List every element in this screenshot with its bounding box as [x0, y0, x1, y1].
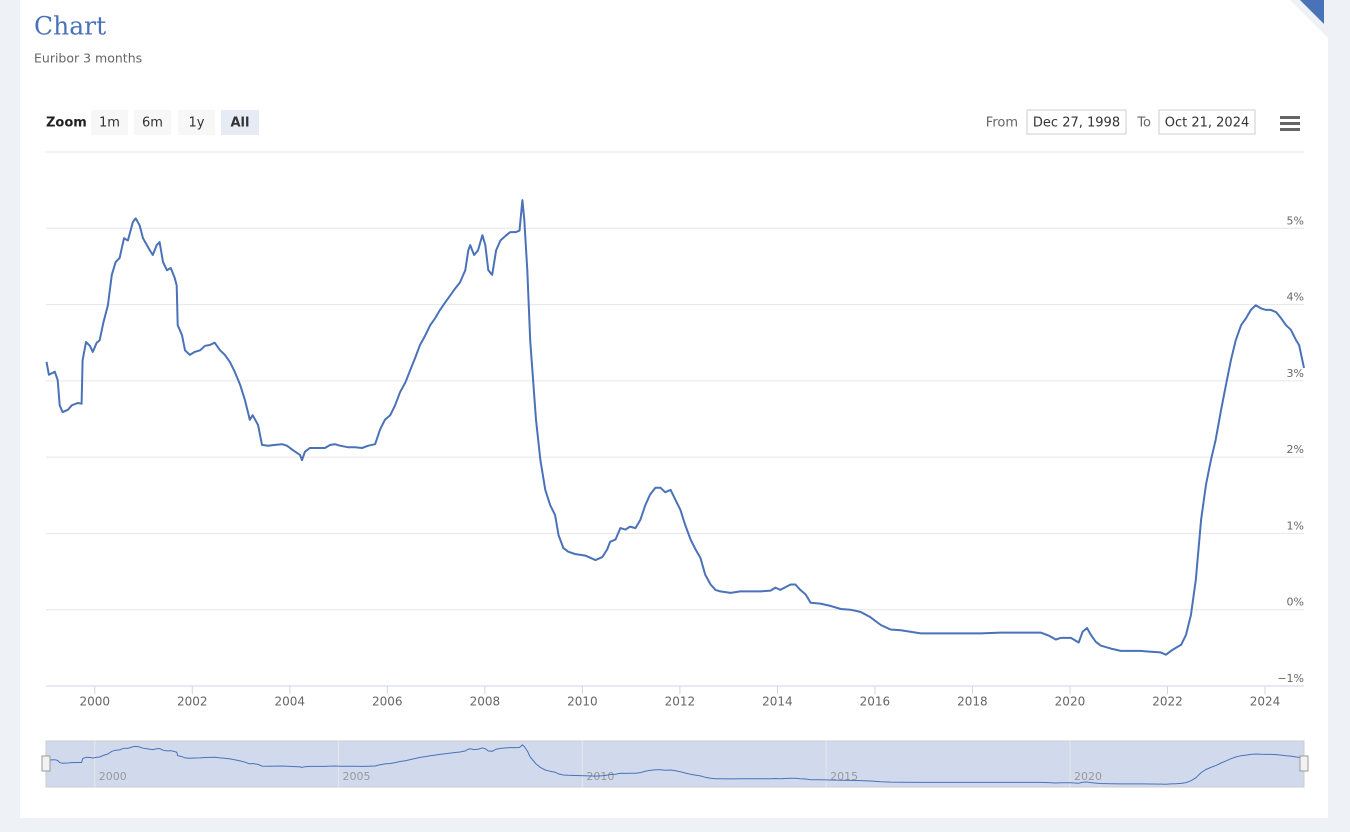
navigator-handle[interactable]	[1299, 755, 1309, 772]
to-label: To	[1136, 116, 1151, 131]
card	[20, 0, 1328, 818]
menu-icon[interactable]	[1280, 116, 1300, 131]
y-tick-label: 0%	[1287, 596, 1304, 609]
x-tick-label: 2016	[860, 695, 891, 709]
series-line	[45, 199, 1305, 656]
x-tick-label: 2020	[1055, 695, 1086, 709]
x-tick-label: 2008	[470, 695, 501, 709]
from-value: Dec 27, 1998	[1033, 116, 1120, 131]
range-button-label: 6m	[142, 116, 163, 131]
range-button-label: 1y	[189, 116, 205, 131]
navigator-tick-label: 2005	[343, 770, 371, 783]
y-tick-label: 4%	[1287, 291, 1304, 304]
chart-title: Chart	[34, 12, 106, 41]
navigator-tick-label: 2015	[830, 770, 858, 783]
navigator-mask	[45, 740, 1305, 788]
x-tick-label: 2014	[762, 695, 793, 709]
navigator-line	[46, 744, 1305, 785]
navigator-tick-label: 2000	[99, 770, 127, 783]
zoom-label: Zoom	[46, 116, 87, 131]
range-button[interactable]	[91, 110, 128, 135]
menu-bar	[1280, 116, 1300, 119]
range-button[interactable]	[221, 110, 259, 135]
y-tick-label: −1%	[1277, 672, 1304, 685]
y-tick-label: 5%	[1287, 214, 1304, 227]
menu-bar	[1280, 128, 1300, 131]
range-button[interactable]	[178, 110, 215, 135]
navigator-tick-label: 2020	[1074, 770, 1102, 783]
menu-bar	[1280, 122, 1300, 125]
from-label: From	[986, 116, 1018, 131]
navigator-handle[interactable]	[41, 755, 51, 772]
range-button-label: All	[231, 116, 250, 131]
x-tick-label: 2002	[177, 695, 208, 709]
x-tick-label: 2024	[1250, 695, 1281, 709]
from-input[interactable]	[1026, 109, 1127, 135]
x-tick-label: 2012	[665, 695, 696, 709]
y-tick-label: 2%	[1287, 443, 1304, 456]
x-tick-label: 2018	[957, 695, 988, 709]
x-tick-label: 2022	[1152, 695, 1183, 709]
corner-mark	[1300, 0, 1324, 24]
range-button-label: 1m	[99, 116, 120, 131]
navigator-tick-label: 2010	[586, 770, 614, 783]
y-tick-label: 1%	[1287, 519, 1304, 532]
to-input[interactable]	[1158, 109, 1256, 135]
x-tick-label: 2000	[79, 695, 110, 709]
to-value: Oct 21, 2024	[1165, 116, 1250, 131]
x-tick-label: 2010	[567, 695, 598, 709]
x-tick-label: 2004	[275, 695, 306, 709]
range-button[interactable]	[134, 110, 171, 135]
chart-subtitle: Euribor 3 months	[34, 51, 142, 66]
x-tick-label: 2006	[372, 695, 403, 709]
y-tick-label: 3%	[1287, 367, 1304, 380]
